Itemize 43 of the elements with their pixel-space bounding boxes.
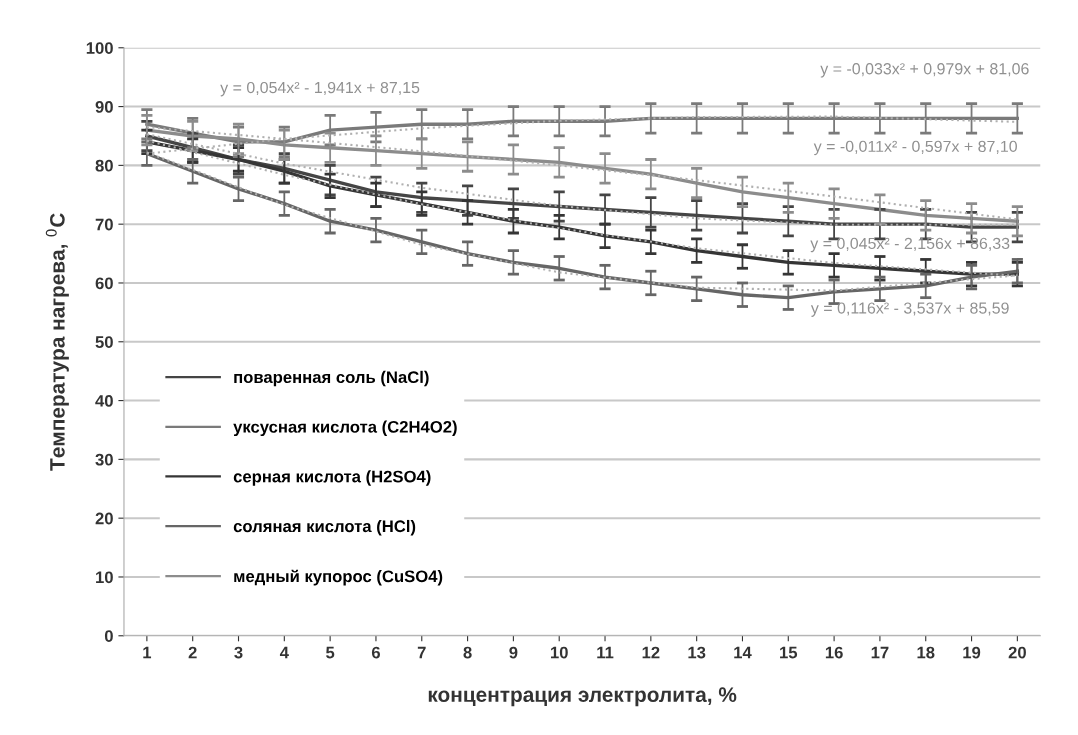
legend-label: серная кислота (H2SO4) [233,470,431,486]
x-tick-label: 19 [963,646,981,659]
y-tick-label: 80 [95,159,113,172]
x-tick-label: 18 [917,646,935,659]
x-tick-label: 11 [597,646,614,659]
y-tick-label: 10 [96,571,113,584]
y-tick-label: 50 [95,336,113,348]
annotation: y = -0,011x² - 0,597x + 87,10 [813,140,1017,156]
y-tick-label: 90 [95,100,113,113]
x-axis-title: концентрация электролита, % [428,687,737,707]
x-tick-label: 10 [550,646,568,659]
x-tick-label: 2 [188,646,197,659]
y-tick-label: 70 [95,218,113,231]
x-tick-label: 3 [234,646,243,659]
x-tick-label: 9 [509,646,518,659]
annotation: y = 0,054x² - 1,941x + 87,15 [220,81,420,97]
x-tick-label: 12 [642,646,660,659]
x-tick-label: 8 [463,646,472,659]
y-tick-label: 30 [95,453,113,466]
y-tick-label: 20 [95,512,113,525]
x-tick-label: 15 [780,646,798,659]
annotation: y = 0,116x² - 3,537x + 85,59 [810,302,1009,317]
annotation: y = -0,033x² + 0,979x + 81,06 [820,63,1029,78]
x-tick-label: 20 [1008,646,1026,659]
x-tick-label: 14 [734,646,752,659]
legend-label: соляная кислота (HCl) [233,519,416,536]
y-tick-label: 100 [86,42,113,54]
y-tick-label: 0 [104,630,113,642]
legend-label: медный купорос (CuSO4) [234,569,443,586]
x-tick-label: 7 [417,646,426,659]
x-tick-label: 17 [871,646,889,659]
legend-label: уксусная кислота (C2H4O2) [233,420,457,437]
y-tick-label: 40 [95,394,113,407]
x-tick-label: 5 [326,646,335,659]
annotation: y = 0,045x² - 2,156x + 86,33 [810,237,1010,253]
x-tick-label: 4 [279,646,289,659]
y-tick-label: 60 [95,277,113,290]
x-tick-label: 1 [143,646,152,659]
x-tick-label: 13 [688,646,706,659]
y-axis-title: Температура нагрева, $^{0}$C [45,213,69,471]
x-tick-label: 6 [371,646,380,659]
legend-label: поваренная соль (NaCl) [234,370,429,387]
x-tick-label: 16 [825,646,843,659]
